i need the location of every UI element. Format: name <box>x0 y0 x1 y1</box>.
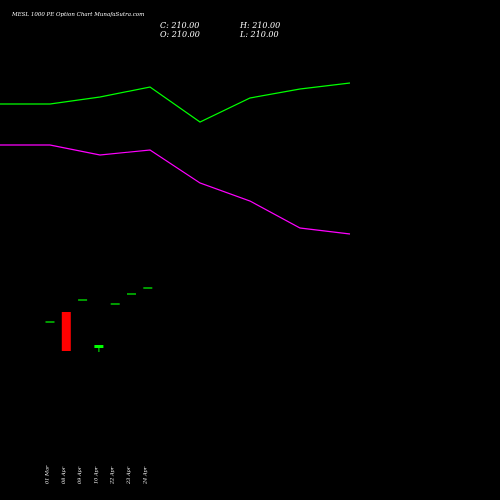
series-line-0 <box>0 82 351 123</box>
candle <box>61 312 71 351</box>
candle <box>143 287 153 289</box>
candle-body <box>143 287 153 289</box>
x-tick-label: 10 Apr <box>93 466 99 484</box>
chart-title: MESL 1000 PE Option Chart MunafaSutra.co… <box>11 12 144 18</box>
candle-body <box>78 299 88 301</box>
candle <box>78 299 88 301</box>
x-tick-label: 23 Apr <box>126 466 132 485</box>
x-tick-label: 24 Apr <box>142 466 148 485</box>
candle-body <box>61 312 71 351</box>
candle-body <box>110 303 120 305</box>
candle-body <box>127 293 136 295</box>
close-label: C: 210.00 <box>160 21 199 30</box>
candle <box>110 303 120 305</box>
low-label: L: 210.00 <box>239 30 279 39</box>
high-label: H: 210.00 <box>239 21 280 30</box>
x-axis-ticks: 01 Mar 08 Apr 09 Apr 10 Apr 22 Apr 23 Apr 24 A… <box>45 465 149 485</box>
open-label: O: 210.00 <box>160 30 200 39</box>
indicator-lines <box>0 82 351 235</box>
x-tick-label: 22 Apr <box>110 466 116 485</box>
x-tick-label: 08 Apr <box>61 466 67 484</box>
candle <box>94 345 104 352</box>
candle-body <box>94 345 104 348</box>
candle-body <box>45 321 55 323</box>
x-tick-label: 01 Mar <box>45 465 51 484</box>
x-tick-label: 09 Apr <box>77 466 83 484</box>
candle <box>127 293 136 295</box>
candles <box>45 287 153 352</box>
candle <box>45 321 55 323</box>
series-line-1 <box>0 144 351 235</box>
